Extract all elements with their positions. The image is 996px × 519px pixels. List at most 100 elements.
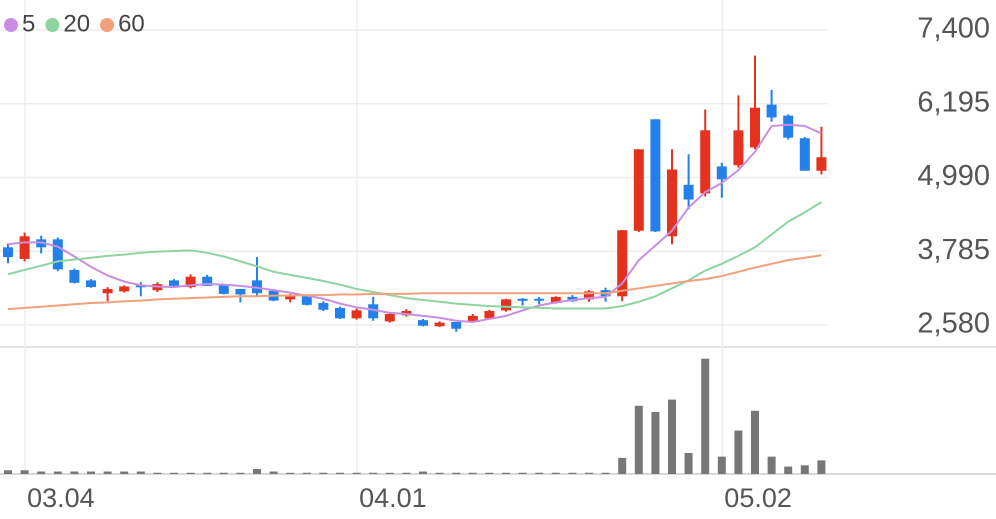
candle-body [52,239,63,270]
volume-bar [751,410,759,474]
volume-bar [585,472,593,474]
candle-body [766,104,777,118]
volume-bar [485,472,494,474]
candle-body [467,315,478,322]
volume-bar [336,472,344,474]
volume-bar [302,472,311,474]
candle-body [733,130,744,166]
candle-body [169,280,179,286]
volume-bar [618,457,627,474]
volume-bar [634,405,643,474]
candle-body [102,288,113,294]
candle-body [3,247,13,258]
x-tick-label: 04.01 [359,483,427,513]
volume-bar [684,452,693,474]
volume-bar [701,358,710,474]
candle-body [633,149,644,231]
candle-body [218,285,229,294]
legend-marker [4,18,18,32]
legend-marker [100,18,115,32]
candle-body [750,107,760,148]
volume-bar [784,466,793,474]
candle-body [202,276,213,286]
candle-body [69,269,80,283]
candle-body [384,314,395,322]
volume-bar [452,472,461,474]
volume-bar [601,472,610,474]
volume-bar [767,456,776,474]
y-tick-label: 2,580 [917,308,990,340]
candle-body [86,280,96,288]
volume-bar [668,399,676,474]
volume-bar [535,472,544,474]
candle-body [534,298,545,301]
volume-bar [518,472,527,474]
candle-body [484,310,495,319]
volume-bar [53,471,62,474]
volume-bar [369,472,378,474]
candle-body [19,236,30,259]
volume-bar [153,472,162,474]
moving-average-line [7,123,822,324]
candle-body [617,230,628,297]
candle-body [700,130,711,194]
volume-bar [402,472,411,474]
candle-body [783,115,794,138]
volume-bar [170,472,178,474]
x-tick-label: 03.04 [27,483,95,513]
candle-body [318,303,329,310]
candle-body [285,295,296,300]
candle-body [550,296,561,304]
candle-body [119,286,130,292]
y-tick-label: 4,990 [917,160,990,192]
moving-average-line [7,254,822,311]
volume-bar [734,430,743,474]
candle-body [235,288,246,295]
legend-label: 60 [118,10,145,37]
legend-label: 20 [63,10,90,37]
volume-bar [568,472,577,474]
volume-bar [385,472,394,474]
volume-bar [551,472,560,474]
candle-body [335,307,345,319]
volume-bar [269,471,278,474]
volume-bar [800,465,809,474]
candle-body [351,310,362,319]
volume-bar [70,471,79,474]
volume-bar [4,470,12,474]
volume-bar [20,470,29,474]
volume-bar [817,460,826,474]
y-tick-label: 7,400 [917,13,990,45]
y-tick-label: 3,785 [917,234,990,266]
candle-body [434,322,445,327]
volume-bar [651,412,660,474]
legend-marker [45,18,60,32]
volume-bar [219,472,228,474]
candle-body [816,157,827,171]
candle-body [185,276,196,288]
volume-bar [253,469,261,474]
volume-bar [120,471,129,474]
candle-body [716,166,727,180]
candle-body [584,291,594,300]
volume-bar [37,471,46,474]
x-tick-label: 05.02 [724,483,792,513]
y-tick-label: 6,195 [917,86,990,118]
volume-bar [352,472,361,474]
candle-body [501,299,511,311]
volume-bar [236,472,245,474]
volume-bar [136,471,145,474]
volume-bar [319,472,328,474]
volume-bar [468,472,477,474]
volume-bar [419,471,427,474]
volume-bar [203,472,212,474]
volume-bar [186,472,195,474]
volume-bar [87,471,95,474]
volume-bar [435,472,444,474]
volume-bar [502,472,510,474]
candle-body [368,304,379,319]
candle-body [301,296,312,305]
candle-body [683,184,694,200]
